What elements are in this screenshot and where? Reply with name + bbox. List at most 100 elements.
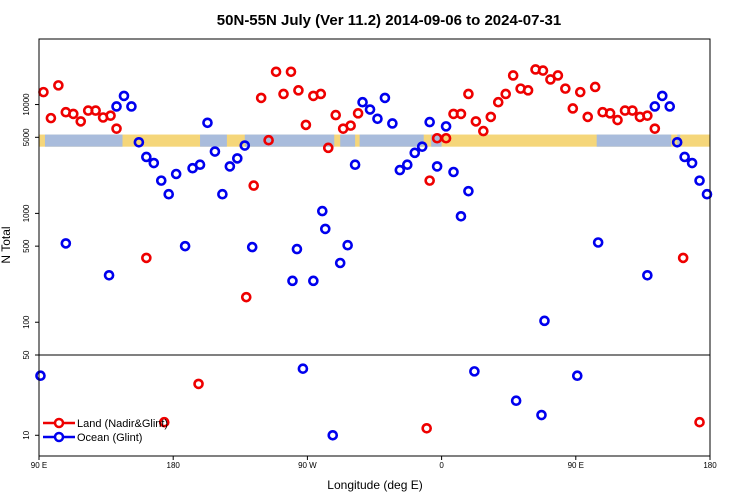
land-point — [560, 83, 571, 94]
ocean-point — [539, 315, 550, 327]
ocean-point — [111, 101, 122, 112]
strip-ocean-segment — [200, 134, 227, 147]
y-axis-label: N Total — [0, 226, 13, 263]
land-point — [105, 110, 116, 121]
ocean-point — [416, 141, 428, 152]
ocean-point — [379, 92, 391, 104]
y-tick-label: 1000 — [22, 204, 31, 222]
ocean-point — [297, 363, 309, 374]
ocean-point — [209, 146, 221, 157]
ocean-point — [133, 136, 145, 148]
ocean-point — [60, 238, 72, 249]
ocean-point — [536, 409, 547, 421]
ocean-point — [671, 136, 683, 148]
land-point — [300, 119, 312, 131]
ocean-point — [402, 159, 413, 171]
ocean-point — [308, 275, 319, 287]
ocean-point — [224, 161, 236, 172]
legend-ocean-label: Ocean (Glint) — [77, 432, 142, 444]
ocean-point — [291, 243, 303, 255]
ocean-point — [455, 211, 467, 222]
x-tick-label: 180 — [167, 461, 181, 470]
x-axis-label: Longitude (deg E) — [327, 478, 422, 492]
land-point — [537, 65, 549, 76]
ocean-point — [334, 257, 346, 269]
ocean-point — [246, 241, 258, 253]
ocean-point — [649, 101, 661, 112]
strip-ocean-segment — [431, 134, 442, 147]
land-point — [421, 423, 432, 434]
land-point — [345, 120, 356, 131]
y-tick-label: 5000 — [22, 128, 31, 146]
strip-ocean-segment — [244, 134, 335, 147]
land-point — [240, 291, 252, 303]
ocean-point — [118, 90, 130, 102]
land-point — [492, 96, 504, 108]
ocean-point — [642, 269, 653, 281]
land-point — [141, 252, 152, 264]
ocean-point — [664, 101, 676, 112]
legend-ocean-marker — [53, 431, 65, 443]
ocean-point — [409, 147, 421, 159]
ocean-point — [592, 237, 604, 248]
legend-land-marker — [53, 417, 65, 429]
ocean-point — [170, 168, 182, 180]
ocean-point — [287, 275, 298, 287]
land-point — [75, 116, 87, 127]
ocean-point — [679, 151, 690, 163]
y-tick-label: 10000 — [22, 93, 31, 116]
land-point — [293, 85, 304, 96]
x-axis: 90 E 180 90 W 0 90 E 180 — [31, 456, 717, 470]
ocean-point — [194, 159, 206, 171]
ocean-point — [232, 153, 243, 164]
ocean-point — [394, 164, 406, 176]
ocean-point — [202, 117, 213, 129]
ocean-point — [148, 157, 160, 169]
land-point — [589, 81, 601, 93]
land-point — [424, 175, 435, 186]
land-point — [677, 252, 689, 264]
y-tick-label: 10 — [22, 430, 31, 439]
lower-panel-frame — [38, 354, 711, 457]
land-point — [352, 108, 364, 119]
ocean-point — [35, 370, 46, 382]
land-point — [649, 123, 661, 134]
data-points — [35, 64, 713, 441]
ocean-point — [431, 161, 443, 172]
land-point — [604, 108, 616, 119]
ocean-point — [141, 151, 152, 163]
x-tick-label: 90 E — [568, 461, 584, 470]
ocean-point — [387, 118, 398, 129]
land-point — [45, 112, 57, 124]
ocean-point — [364, 104, 376, 115]
chart-title: 50N-55N July (Ver 11.2) 2014-09-06 to 20… — [217, 12, 561, 29]
ocean-point — [217, 188, 228, 200]
ocean-point — [510, 395, 522, 407]
ocean-point — [317, 205, 328, 217]
y-tick-label: 100 — [22, 315, 31, 329]
ocean-point — [163, 188, 175, 200]
land-point — [500, 88, 512, 100]
ocean-point — [327, 429, 339, 441]
land-ocean-strip — [39, 134, 710, 147]
ocean-point — [342, 239, 353, 251]
strip-ocean-segment — [596, 134, 672, 147]
land-point — [322, 142, 334, 154]
land-point — [582, 111, 594, 123]
land-point — [612, 114, 623, 126]
x-tick-label: 0 — [439, 461, 444, 470]
land-point — [463, 88, 474, 100]
land-point — [263, 134, 274, 146]
ocean-point — [656, 90, 668, 102]
land-point — [285, 66, 297, 78]
land-point — [90, 105, 101, 116]
land-point — [111, 123, 122, 134]
ocean-point — [126, 101, 137, 112]
ocean-point — [440, 121, 452, 132]
ocean-point — [349, 159, 361, 171]
land-point — [330, 109, 342, 121]
ocean-point — [103, 269, 115, 281]
land-point — [567, 103, 579, 114]
ocean-point — [463, 185, 474, 197]
